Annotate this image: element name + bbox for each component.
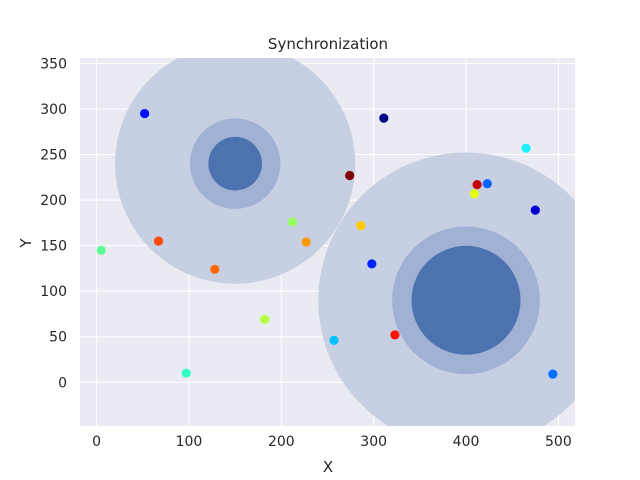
data-point [482,179,492,189]
y-tick-label: 300 [40,102,67,118]
zone-circle-2-ring-3 [411,245,521,355]
zone-circle-1-ring-3 [208,136,262,191]
data-point [210,264,220,274]
data-point [367,259,377,269]
data-point [153,236,164,246]
data-point [329,335,339,345]
point-layer [96,108,558,379]
x-axis-label: X [323,458,333,476]
x-tick-label: 200 [268,434,295,450]
data-point [521,143,531,153]
data-point [469,189,479,199]
x-tick-label: 300 [360,434,387,450]
tick-labels: 0 100 200 300 400 500 0 50 100 150 200 250 300 350 [40,56,571,450]
data-point [181,368,191,378]
y-tick-label: 50 [49,330,67,346]
data-point [140,108,150,119]
data-point [472,180,482,190]
data-point [301,237,311,247]
y-tick-label: 100 [40,284,67,300]
data-point [356,221,366,231]
y-tick-label: 0 [58,375,67,391]
data-point [96,245,106,255]
x-tick-label: 500 [545,434,572,450]
x-tick-label: 100 [176,434,203,450]
data-point [390,330,400,340]
y-tick-label: 150 [40,239,67,255]
y-tick-label: 200 [40,193,67,209]
y-tick-label: 350 [40,56,67,72]
circle-layer [115,58,575,426]
x-tick-label: 0 [92,434,101,450]
y-tick-label: 250 [40,148,67,164]
chart-title: Synchronization [268,35,388,53]
data-point [379,113,389,123]
x-tick-label: 400 [453,434,480,450]
data-point [260,314,270,325]
data-point [345,170,355,181]
y-axis-label: Y [17,238,35,249]
data-point [287,217,298,227]
data-point [548,369,558,379]
data-point [530,205,540,215]
